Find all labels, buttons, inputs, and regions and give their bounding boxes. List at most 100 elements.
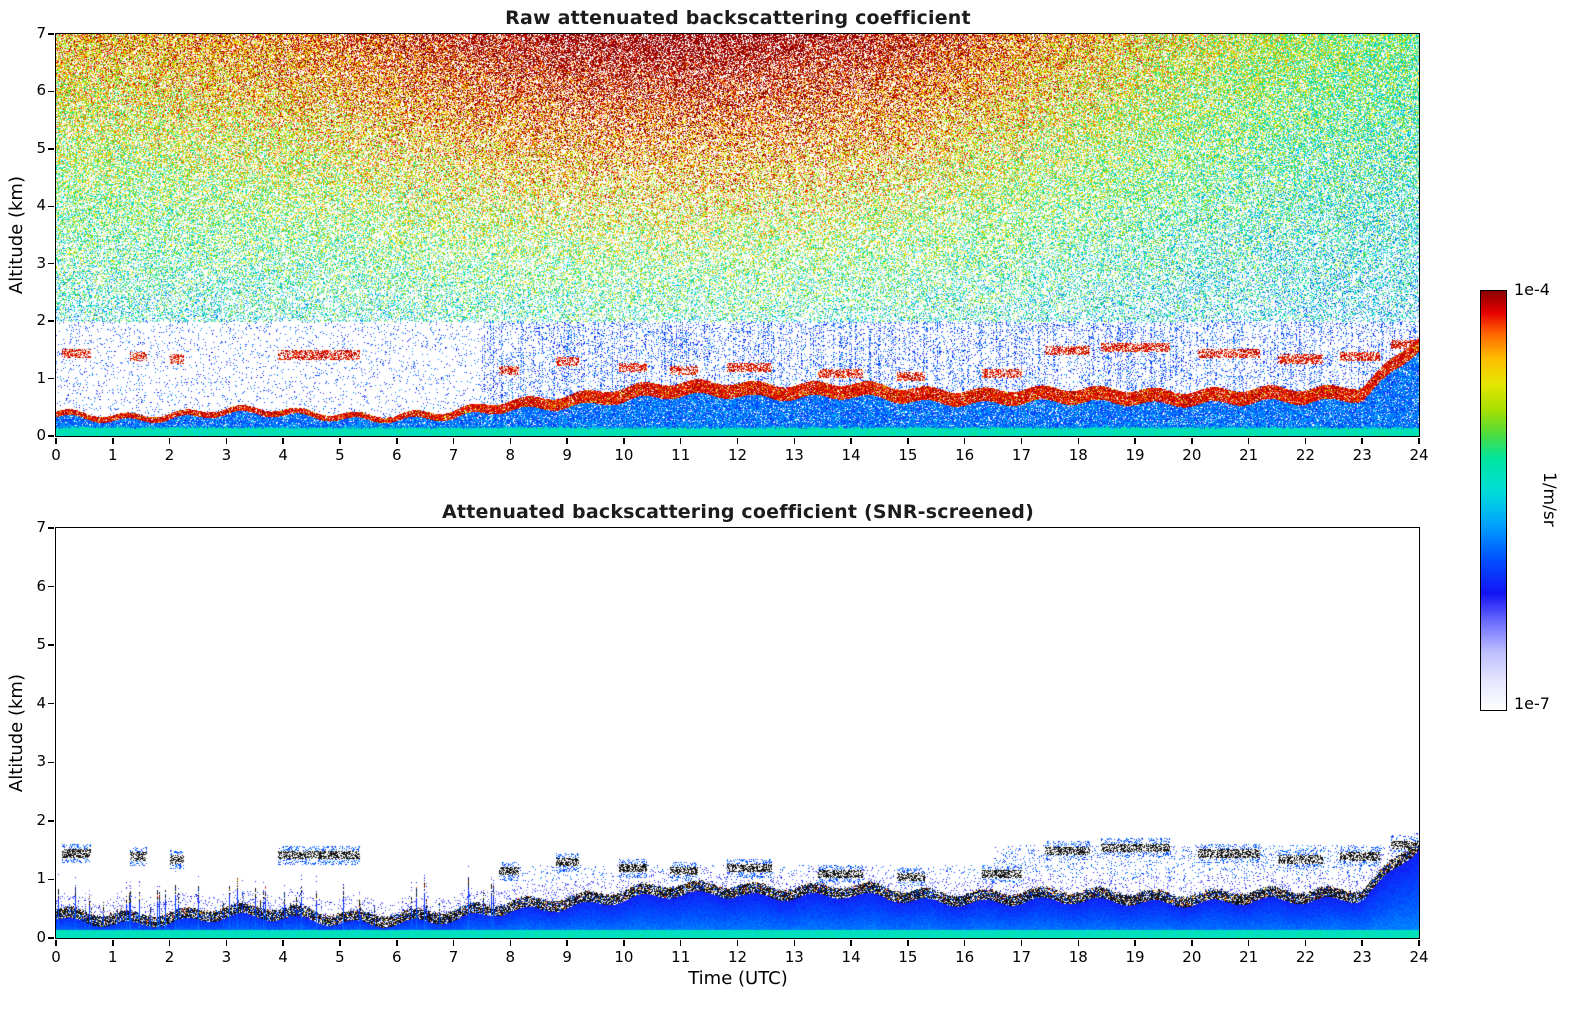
x-tick-label: 18 — [1068, 446, 1088, 464]
y-tick-mark — [48, 148, 54, 150]
x-tick-mark — [1418, 939, 1420, 946]
x-tick-mark — [282, 939, 284, 946]
x-tick-mark — [225, 437, 228, 444]
x-tick-mark — [396, 437, 398, 444]
x-tick-mark — [963, 939, 966, 946]
x-tick-mark — [1191, 437, 1193, 444]
x-tick-label: 21 — [1239, 948, 1259, 966]
x-tick-label: 8 — [505, 446, 516, 464]
x-tick-mark — [623, 939, 625, 946]
y-tick-mark — [48, 262, 54, 265]
x-tick-mark — [1247, 939, 1250, 946]
y-tick-mark — [48, 644, 54, 646]
y-tick-label: 2 — [36, 810, 46, 829]
x-tick-label: 23 — [1352, 446, 1372, 464]
x-tick-mark — [55, 939, 57, 946]
x-tick-mark — [793, 437, 796, 444]
x-tick-label: 3 — [221, 948, 232, 966]
x-tick-label: 12 — [727, 948, 748, 966]
colorbar-unit-text: 1/m/sr — [1539, 472, 1559, 527]
colorbar-max-label: 1e-4 — [1514, 280, 1550, 299]
colorbar-min-label: 1e-7 — [1514, 694, 1550, 713]
x-tick-mark — [963, 437, 966, 444]
y-tick-label: 3 — [36, 752, 46, 771]
y-tick-mark — [48, 585, 54, 588]
y-tick-label: 6 — [36, 81, 46, 100]
x-tick-label: 14 — [841, 948, 861, 966]
y-tick-label: 7 — [36, 24, 46, 42]
x-tick-label: 0 — [51, 948, 61, 966]
y-tick-label: 3 — [36, 253, 46, 272]
x-tick-mark — [850, 437, 852, 444]
x-tick-mark — [850, 939, 852, 946]
x-tick-label: 8 — [505, 948, 516, 966]
x-tick-label: 5 — [335, 948, 345, 966]
x-tick-mark — [793, 939, 796, 946]
y-tick-mark — [48, 90, 54, 93]
x-tick-mark — [1247, 437, 1250, 444]
y-tick-mark — [48, 702, 54, 705]
x-tick-mark — [452, 939, 455, 946]
y-tick-label: 1 — [36, 869, 46, 888]
y-tick-label: 5 — [36, 635, 46, 654]
x-tick-label: 6 — [391, 948, 402, 966]
x-tick-mark — [1077, 437, 1079, 444]
x-tick-mark — [168, 939, 171, 946]
x-tick-label: 20 — [1182, 446, 1202, 464]
y-tick-mark — [48, 937, 54, 939]
x-tick-label: 9 — [562, 948, 572, 966]
y-tick-mark — [48, 435, 54, 437]
x-tick-label: 10 — [614, 446, 634, 464]
x-tick-label: 10 — [614, 948, 634, 966]
x-tick-mark — [566, 939, 568, 946]
x-tick-label: 17 — [1011, 446, 1031, 464]
x-tick-mark — [55, 437, 57, 444]
x-tick-label: 24 — [1409, 948, 1429, 966]
x-tick-mark — [907, 437, 909, 444]
x-tick-mark — [1191, 939, 1193, 946]
x-tick-mark — [1361, 437, 1363, 444]
y-tick-label: 1 — [36, 368, 46, 387]
y-tick-mark — [48, 761, 54, 764]
x-tick-label: 1 — [108, 948, 118, 966]
x-tick-mark — [736, 437, 739, 444]
plot-title-raw: Raw attenuated backscattering coefficien… — [505, 7, 971, 29]
plot-title-screened: Attenuated backscattering coefficient (S… — [442, 501, 1034, 523]
screened-heatmap-canvas — [56, 528, 1419, 938]
x-tick-label: 3 — [221, 446, 232, 464]
x-tick-label: 4 — [278, 948, 288, 966]
x-tick-label: 7 — [448, 948, 459, 966]
x-tick-label: 14 — [841, 446, 861, 464]
x-tick-label: 2 — [164, 948, 175, 966]
x-tick-mark — [282, 437, 284, 444]
x-tick-mark — [112, 939, 114, 946]
x-tick-mark — [1020, 437, 1023, 444]
x-tick-label: 5 — [335, 446, 345, 464]
x-tick-mark — [339, 939, 341, 946]
x-tick-mark — [452, 437, 455, 444]
y-tick-label: 2 — [36, 311, 46, 330]
x-tick-label: 9 — [562, 446, 572, 464]
y-tick-mark — [48, 377, 54, 380]
x-tick-mark — [168, 437, 171, 444]
raw-backscatter-heatmap: 0 1 2 3 4 5 6 7 8 9 10 11 12 13 14 15 16 17 18 19 20 21 22 23 24… — [36, 24, 1428, 464]
x-axis-label: Time (UTC) — [688, 968, 788, 989]
x-tick-mark — [1304, 939, 1307, 946]
x-tick-label: 16 — [955, 948, 975, 966]
x-tick-mark — [623, 437, 625, 444]
x-tick-label: 17 — [1011, 948, 1031, 966]
x-tick-label: 12 — [727, 446, 748, 464]
x-tick-label: 11 — [671, 948, 691, 966]
x-tick-mark — [679, 437, 682, 444]
x-tick-mark — [339, 437, 341, 444]
x-tick-label: 15 — [898, 446, 918, 464]
y-axis-label-top-text: Altitude (km) — [5, 176, 27, 295]
x-tick-label: 22 — [1295, 948, 1315, 966]
y-tick-label: 6 — [36, 576, 46, 595]
x-tick-mark — [509, 939, 512, 946]
x-tick-label: 13 — [784, 948, 804, 966]
y-axis-label-bottom-text: Altitude (km) — [5, 674, 27, 793]
x-tick-label: 0 — [51, 446, 61, 464]
x-tick-mark — [1134, 437, 1136, 444]
